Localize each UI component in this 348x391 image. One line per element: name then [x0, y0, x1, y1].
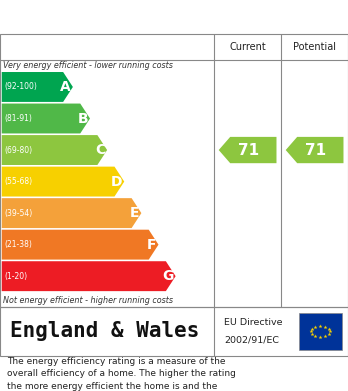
Text: Very energy efficient - lower running costs: Very energy efficient - lower running co… — [3, 61, 173, 70]
Text: England & Wales: England & Wales — [10, 321, 200, 341]
Polygon shape — [2, 104, 90, 133]
Text: Not energy efficient - higher running costs: Not energy efficient - higher running co… — [3, 296, 174, 305]
Polygon shape — [2, 72, 73, 102]
Text: 71: 71 — [238, 143, 259, 158]
Polygon shape — [2, 261, 176, 291]
Text: F: F — [147, 238, 157, 252]
Text: (55-68): (55-68) — [4, 177, 32, 186]
Polygon shape — [2, 230, 158, 260]
Text: Current: Current — [229, 42, 266, 52]
Text: Potential: Potential — [293, 42, 336, 52]
Polygon shape — [2, 198, 141, 228]
Text: (69-80): (69-80) — [4, 145, 32, 154]
Text: A: A — [61, 80, 71, 94]
Text: (92-100): (92-100) — [4, 83, 37, 91]
Polygon shape — [219, 137, 276, 163]
Text: B: B — [78, 111, 88, 126]
Bar — [299, 313, 342, 350]
Text: Energy Efficiency Rating: Energy Efficiency Rating — [10, 8, 239, 26]
Text: E: E — [130, 206, 140, 220]
Polygon shape — [286, 137, 343, 163]
Text: The energy efficiency rating is a measure of the
overall efficiency of a home. T: The energy efficiency rating is a measur… — [7, 357, 236, 391]
Text: (81-91): (81-91) — [4, 114, 32, 123]
Polygon shape — [2, 135, 107, 165]
Text: (39-54): (39-54) — [4, 209, 32, 218]
Text: D: D — [111, 174, 122, 188]
Text: (1-20): (1-20) — [4, 272, 27, 281]
Text: C: C — [95, 143, 105, 157]
Polygon shape — [2, 167, 124, 197]
Text: 71: 71 — [305, 143, 326, 158]
Text: EU Directive: EU Directive — [224, 318, 283, 327]
Text: G: G — [163, 269, 174, 283]
Text: 2002/91/EC: 2002/91/EC — [224, 335, 279, 345]
Text: (21-38): (21-38) — [4, 240, 32, 249]
